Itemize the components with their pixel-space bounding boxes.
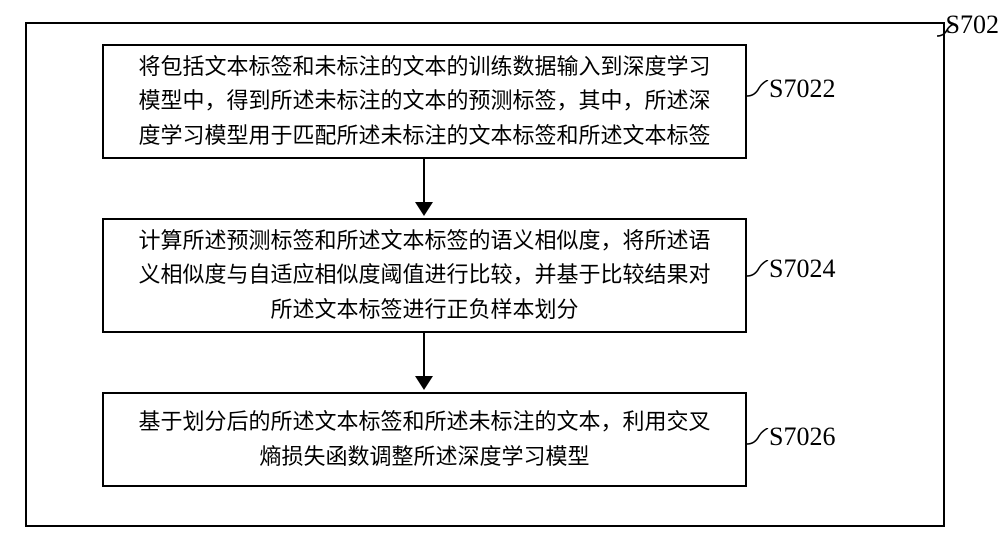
flowchart-step-3: 基于划分后的所述文本标签和所述未标注的文本，利用交叉熵损失函数调整所述深度学习模…: [102, 392, 747, 487]
flowchart-step-3-label: S7026: [769, 422, 835, 452]
flowchart-step-2-label: S7024: [769, 254, 835, 284]
flowchart-arrow-1: [415, 159, 433, 216]
arrow-line: [423, 333, 425, 377]
outer-frame: S702 将包括文本标签和未标注的文本的训练数据输入到深度学习模型中，得到所述未…: [25, 22, 945, 527]
flowchart-step-1-label: S7022: [769, 74, 835, 104]
arrow-line: [423, 159, 425, 203]
flowchart-step-2-text: 计算所述预测标签和所述文本标签的语义相似度，将所述语义相似度与自适应相似度阈值进…: [132, 224, 717, 326]
step-3-label-connector: [747, 428, 769, 454]
flowchart-arrow-2: [415, 333, 433, 390]
outer-frame-label: S702: [946, 10, 999, 40]
arrow-head: [415, 376, 433, 390]
flowchart-step-2: 计算所述预测标签和所述文本标签的语义相似度，将所述语义相似度与自适应相似度阈值进…: [102, 218, 747, 333]
flowchart-step-1-text: 将包括文本标签和未标注的文本的训练数据输入到深度学习模型中，得到所述未标注的文本…: [132, 50, 717, 152]
step-1-label-connector: [747, 80, 769, 106]
arrow-head: [415, 202, 433, 216]
flowchart-step-1: 将包括文本标签和未标注的文本的训练数据输入到深度学习模型中，得到所述未标注的文本…: [102, 44, 747, 159]
step-2-label-connector: [747, 260, 769, 286]
flowchart-step-3-text: 基于划分后的所述文本标签和所述未标注的文本，利用交叉熵损失函数调整所述深度学习模…: [132, 405, 717, 473]
